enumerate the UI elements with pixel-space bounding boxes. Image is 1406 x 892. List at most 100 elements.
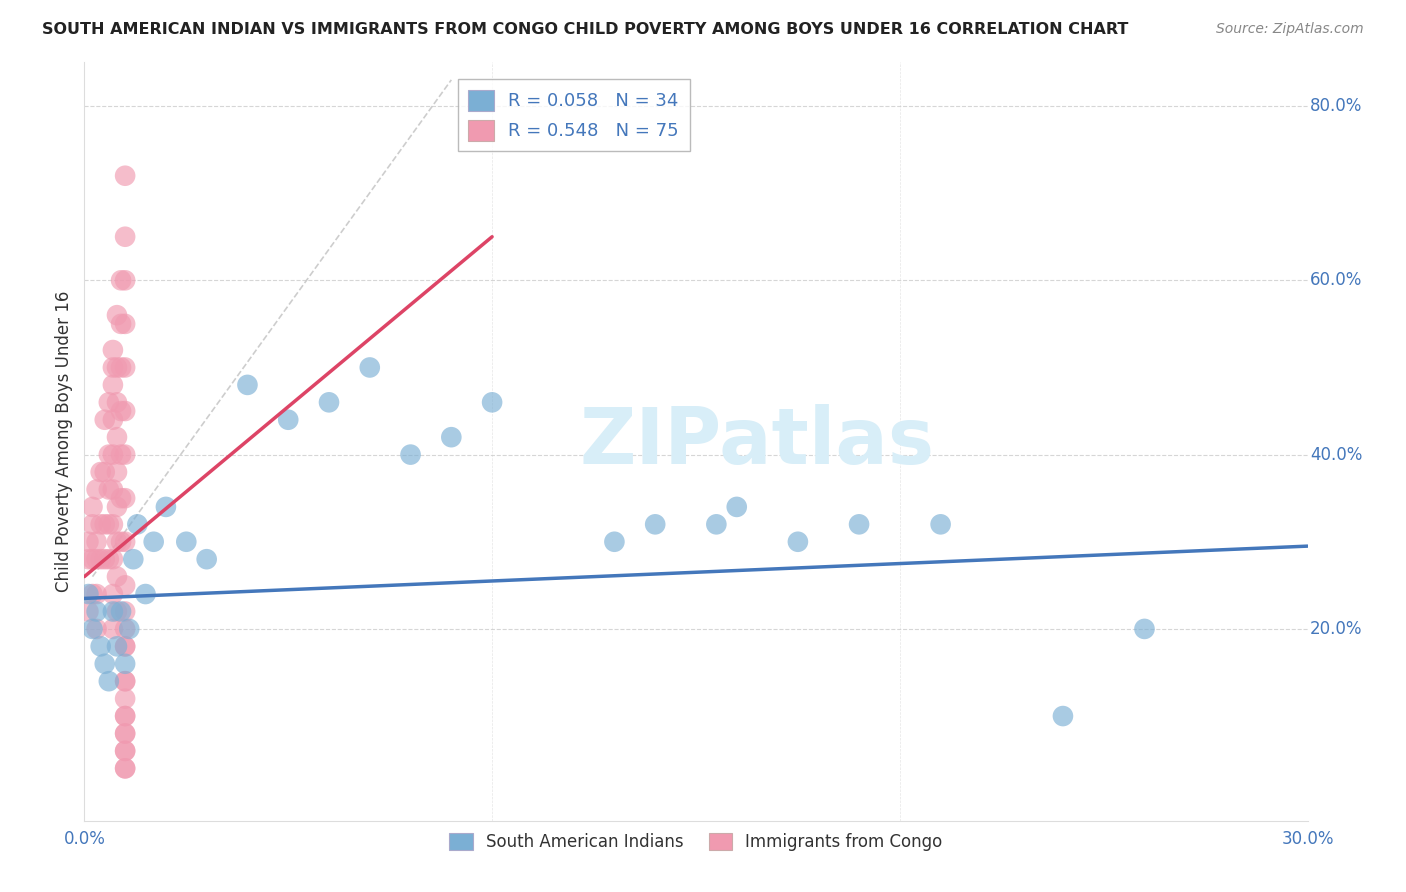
Point xyxy=(110,534,132,549)
Point xyxy=(114,744,136,758)
Point xyxy=(114,674,136,689)
Point xyxy=(110,404,132,418)
Point xyxy=(114,605,136,619)
Point xyxy=(77,605,100,619)
Point xyxy=(105,308,128,322)
Point xyxy=(114,578,136,592)
Point xyxy=(114,404,136,418)
Text: 80.0%: 80.0% xyxy=(1310,97,1362,115)
Point xyxy=(105,569,128,583)
Point xyxy=(114,744,136,758)
Text: ZIPatlas: ZIPatlas xyxy=(579,403,935,480)
Point xyxy=(97,395,120,409)
Point xyxy=(90,517,112,532)
Point xyxy=(105,360,128,375)
Point xyxy=(236,377,259,392)
Point xyxy=(101,622,124,636)
Point xyxy=(114,640,136,654)
Point xyxy=(848,517,870,532)
Point xyxy=(105,500,128,514)
Point xyxy=(97,552,120,566)
Point xyxy=(101,360,124,375)
Point xyxy=(110,273,132,287)
Text: SOUTH AMERICAN INDIAN VS IMMIGRANTS FROM CONGO CHILD POVERTY AMONG BOYS UNDER 16: SOUTH AMERICAN INDIAN VS IMMIGRANTS FROM… xyxy=(42,22,1129,37)
Point xyxy=(440,430,463,444)
Point xyxy=(105,395,128,409)
Point xyxy=(603,534,626,549)
Point xyxy=(114,709,136,723)
Point xyxy=(114,761,136,775)
Point xyxy=(105,465,128,479)
Point xyxy=(101,483,124,497)
Point xyxy=(644,517,666,532)
Point xyxy=(114,622,136,636)
Point xyxy=(90,552,112,566)
Y-axis label: Child Poverty Among Boys Under 16: Child Poverty Among Boys Under 16 xyxy=(55,291,73,592)
Point xyxy=(787,534,810,549)
Point xyxy=(97,448,120,462)
Point xyxy=(135,587,157,601)
Point xyxy=(101,343,124,357)
Point xyxy=(114,273,136,287)
Point xyxy=(359,360,381,375)
Legend: South American Indians, Immigrants from Congo: South American Indians, Immigrants from … xyxy=(443,826,949,858)
Point xyxy=(86,552,108,566)
Point xyxy=(101,448,124,462)
Point xyxy=(122,552,145,566)
Point xyxy=(114,657,136,671)
Point xyxy=(86,534,108,549)
Point xyxy=(86,622,108,636)
Text: Source: ZipAtlas.com: Source: ZipAtlas.com xyxy=(1216,22,1364,37)
Point xyxy=(93,413,115,427)
Point xyxy=(101,587,124,601)
Point xyxy=(97,674,120,689)
Point xyxy=(97,517,120,532)
Point xyxy=(101,517,124,532)
Point xyxy=(929,517,952,532)
Point xyxy=(277,413,299,427)
Point xyxy=(82,552,104,566)
Point xyxy=(195,552,218,566)
Point xyxy=(101,377,124,392)
Point xyxy=(114,726,136,740)
Point xyxy=(105,430,128,444)
Point xyxy=(725,500,748,514)
Point xyxy=(127,517,149,532)
Text: 20.0%: 20.0% xyxy=(1310,620,1362,638)
Point xyxy=(114,534,136,549)
Text: 60.0%: 60.0% xyxy=(1310,271,1362,289)
Point xyxy=(114,448,136,462)
Point xyxy=(82,587,104,601)
Text: 40.0%: 40.0% xyxy=(1310,446,1362,464)
Point xyxy=(77,534,100,549)
Point xyxy=(93,517,115,532)
Point xyxy=(90,640,112,654)
Point xyxy=(110,448,132,462)
Point xyxy=(706,517,728,532)
Point xyxy=(105,534,128,549)
Point xyxy=(1133,622,1156,636)
Point xyxy=(86,605,108,619)
Point xyxy=(86,587,108,601)
Point xyxy=(77,587,100,601)
Point xyxy=(86,483,108,497)
Point xyxy=(114,726,136,740)
Point xyxy=(110,605,132,619)
Point xyxy=(114,169,136,183)
Point xyxy=(93,465,115,479)
Point xyxy=(101,552,124,566)
Point xyxy=(114,229,136,244)
Point xyxy=(82,622,104,636)
Point xyxy=(174,534,197,549)
Point xyxy=(77,552,100,566)
Point xyxy=(105,605,128,619)
Point xyxy=(93,552,115,566)
Point xyxy=(82,500,104,514)
Point xyxy=(101,605,124,619)
Point xyxy=(101,413,124,427)
Point xyxy=(114,761,136,775)
Point xyxy=(155,500,177,514)
Point xyxy=(142,534,165,549)
Point xyxy=(114,640,136,654)
Point xyxy=(114,491,136,506)
